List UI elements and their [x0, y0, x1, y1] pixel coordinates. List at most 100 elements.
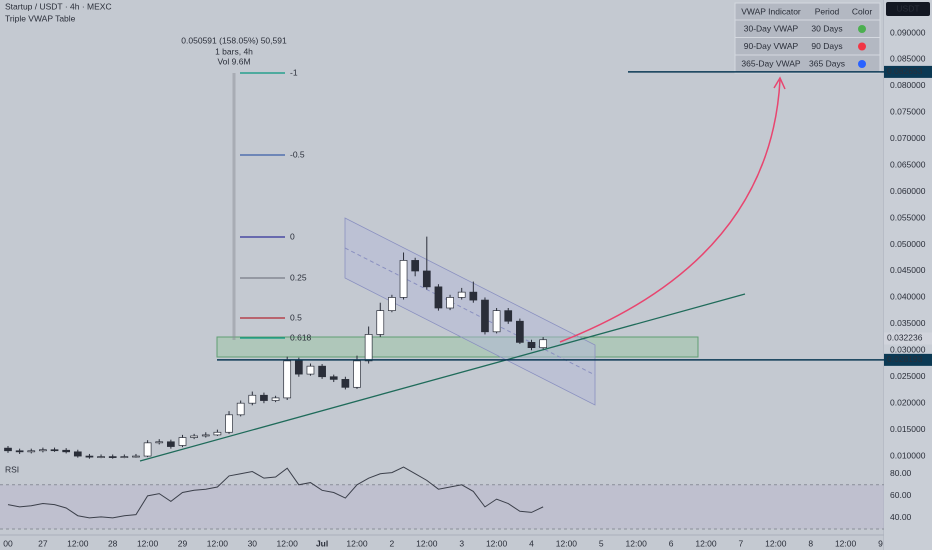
- x-tick-label: 12:00: [835, 538, 857, 548]
- y-tick-label: 0.030000: [890, 345, 926, 355]
- table-cell: 30 Days: [811, 23, 842, 33]
- y-tick-label: 0.020000: [890, 397, 926, 407]
- candle-body: [516, 320, 524, 343]
- candle-body: [504, 310, 513, 322]
- x-tick-label: 12:00: [207, 538, 229, 548]
- price-tag: [884, 332, 932, 345]
- table-header: Color: [852, 6, 872, 16]
- candle-body: [422, 270, 431, 288]
- candle-body: [39, 449, 47, 452]
- candle-body: [213, 431, 222, 436]
- currency: USDT: [896, 3, 919, 13]
- candle-body: [411, 260, 420, 272]
- candle-body: [376, 310, 385, 335]
- candle-body: [492, 310, 501, 333]
- y-tick-label: 0.035000: [890, 318, 926, 328]
- candle-body: [457, 291, 466, 298]
- fib-label: 0.618: [290, 332, 312, 342]
- measure-text: Vol 9.6M: [217, 56, 250, 66]
- fib-label: 0: [290, 231, 295, 241]
- candle-body: [201, 434, 210, 437]
- candle-body: [271, 397, 280, 401]
- y-tick-label: 0.085000: [890, 54, 926, 64]
- candle-body: [143, 442, 152, 457]
- candle-body: [283, 360, 292, 399]
- candle-body: [260, 394, 268, 401]
- x-tick-label: 12:00: [137, 538, 159, 548]
- x-tick-label: 28: [108, 538, 118, 548]
- x-tick-label: 12:00: [416, 538, 438, 548]
- candle-body: [73, 451, 82, 457]
- rsi-line: [7, 466, 544, 519]
- candle-body: [388, 297, 396, 311]
- x-tick-label: 6: [669, 538, 674, 548]
- candle-body: [120, 456, 129, 458]
- rsi-band: [0, 484, 884, 529]
- x-tick-label: 30: [248, 538, 258, 548]
- fib-label: -0.5: [290, 149, 305, 159]
- candle-body: [399, 260, 408, 298]
- candle-body: [236, 402, 245, 416]
- x-tick-label: 12:00: [346, 538, 368, 548]
- color-dot: [858, 60, 866, 68]
- y-tick-label: 0.080000: [890, 80, 926, 90]
- candle-body: [225, 414, 233, 433]
- y-tick-label: 0.010000: [890, 450, 926, 460]
- candle-body: [108, 456, 117, 458]
- candle-body: [364, 334, 373, 362]
- table-cell: 90 Days: [811, 41, 842, 51]
- x-tick-label: 27: [38, 538, 48, 548]
- candle-body: [155, 441, 164, 444]
- y-tick-label: 0.025000: [890, 371, 926, 381]
- price-tag-label: 0.082653: [887, 66, 923, 76]
- y-tick-label: 0.090000: [890, 27, 926, 37]
- color-dot: [858, 25, 866, 33]
- fib-label: -1: [290, 67, 298, 77]
- currency-box: [886, 2, 930, 16]
- candle-body: [294, 360, 303, 375]
- candle-body: [434, 286, 443, 309]
- x-tick-label: 29: [178, 538, 188, 548]
- measure-text: 1 bars, 4h: [215, 46, 253, 56]
- x-tick-label: 4: [529, 538, 534, 548]
- trendline: [139, 293, 746, 462]
- rsi-label: RSI: [5, 464, 19, 474]
- candle-body: [50, 449, 59, 452]
- x-tick-label: 3: [459, 538, 464, 548]
- candle-body: [446, 297, 454, 309]
- candle-body: [15, 450, 24, 453]
- arrow-head: [773, 76, 786, 90]
- x-tick-label: 8: [808, 538, 813, 548]
- x-tick-label: 12:00: [486, 538, 508, 548]
- x-tick-label: 12:00: [556, 538, 578, 548]
- table-header: Period: [815, 6, 840, 16]
- candle-body: [341, 379, 350, 388]
- candle-body: [62, 449, 71, 453]
- vwap-table: VWAP Indicator Period Color 30-Day VWAP 3…: [734, 2, 881, 74]
- y-tick-label: 0.060000: [890, 186, 926, 196]
- color-dot: [858, 42, 866, 51]
- candle-body: [167, 441, 175, 447]
- candle-body: [353, 360, 361, 388]
- rsi-tick-label: 80.00: [890, 468, 912, 478]
- x-tick-label: Jul: [316, 538, 328, 548]
- x-tick-label: 9: [878, 538, 883, 548]
- candle-body: [248, 394, 257, 404]
- x-tick-label: 12:00: [67, 538, 89, 548]
- table-cell: 365 Days: [809, 58, 845, 68]
- price-tag-label: 0.028193: [887, 354, 923, 364]
- table-cell: 30-Day VWAP: [744, 23, 799, 33]
- table-cell: 365-Day VWAP: [741, 58, 801, 68]
- x-tick-label: 2: [390, 538, 395, 548]
- y-tick-label: 0.065000: [890, 159, 926, 169]
- projection-arrow: [559, 79, 781, 343]
- candle-body: [318, 365, 326, 378]
- y-tick-label: 0.015000: [890, 424, 926, 434]
- candle-body: [329, 376, 338, 380]
- fib-label: 0.25: [290, 272, 307, 282]
- candle-body: [469, 291, 478, 301]
- y-tick-label: 0.040000: [890, 292, 926, 302]
- candle-body: [4, 447, 12, 452]
- channel-mid: [344, 247, 596, 376]
